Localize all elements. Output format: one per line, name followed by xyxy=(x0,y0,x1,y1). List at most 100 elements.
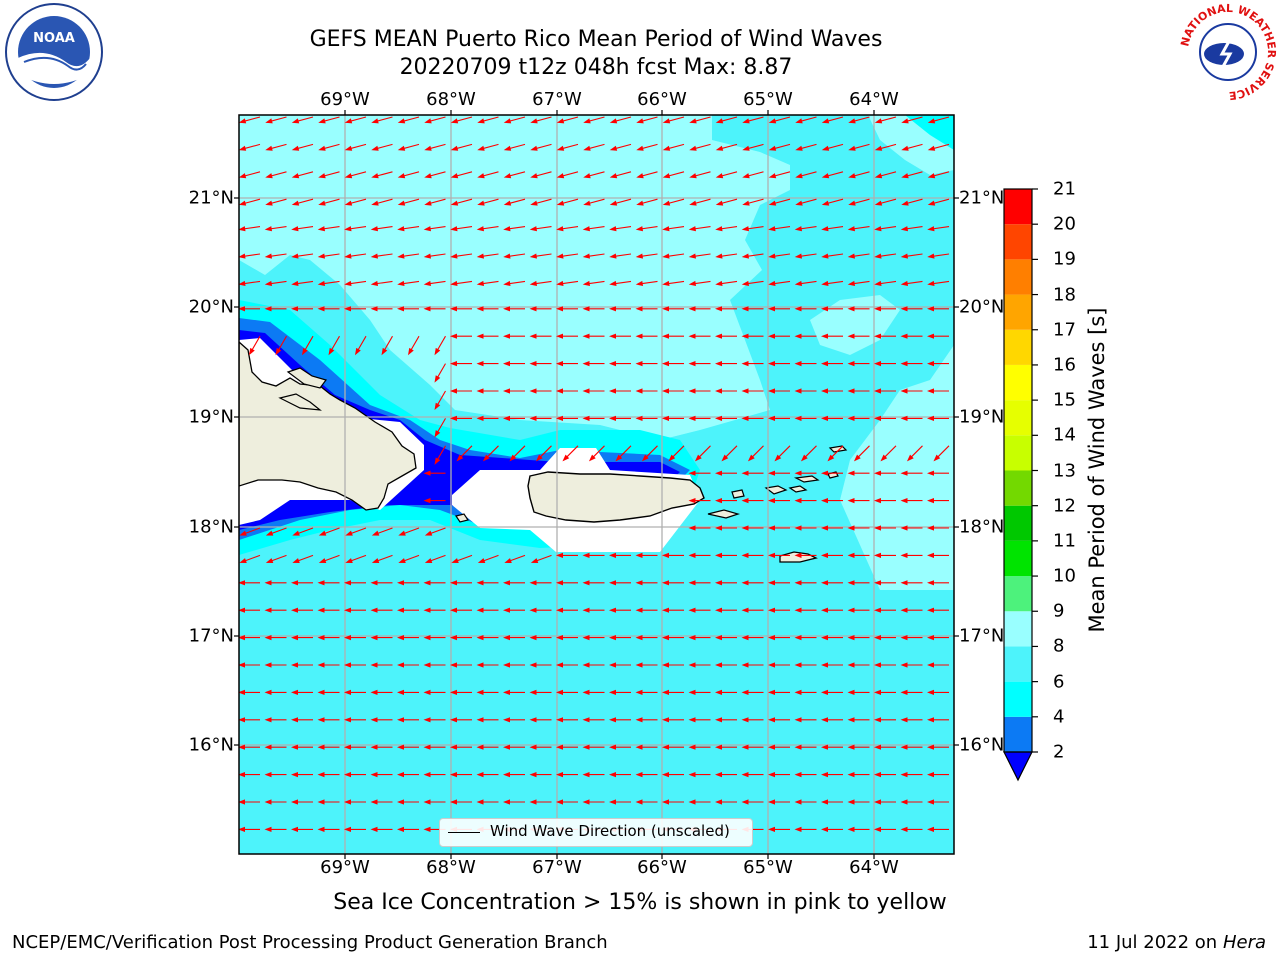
wind-direction-arrow xyxy=(715,717,737,723)
wind-direction-arrow xyxy=(317,226,340,232)
colorbar-segment xyxy=(1004,400,1032,436)
map-title: GEFS MEAN Puerto Rico Mean Period of Win… xyxy=(309,27,883,52)
wind-direction-arrow xyxy=(768,388,790,394)
wind-direction-arrow xyxy=(689,198,711,206)
wind-direction-arrow xyxy=(847,280,870,287)
wind-direction-arrow xyxy=(821,470,843,476)
colorbar-tick-label: 8 xyxy=(1053,635,1065,657)
sea-ice-note: Sea Ice Concentration > 15% is shown in … xyxy=(333,890,947,915)
wind-direction-arrow xyxy=(556,635,578,641)
wind-direction-arrow xyxy=(609,253,632,259)
wind-direction-arrow xyxy=(900,772,923,778)
wind-direction-arrow xyxy=(582,662,605,668)
wind-direction-arrow xyxy=(371,527,393,536)
wind-direction-arrow xyxy=(715,552,737,558)
wind-direction-arrow xyxy=(291,306,313,312)
wind-direction-arrow xyxy=(317,253,340,259)
wind-direction-arrow xyxy=(688,717,711,723)
colorbar-tick-label: 6 xyxy=(1053,671,1065,693)
wind-direction-arrow xyxy=(768,198,791,206)
wind-direction-arrow xyxy=(741,226,764,232)
wind-direction-arrow xyxy=(900,744,923,750)
wind-direction-arrow xyxy=(408,335,420,356)
wind-direction-arrow xyxy=(768,525,790,531)
wind-direction-arrow xyxy=(689,116,711,124)
wind-direction-arrow xyxy=(556,306,578,312)
wind-direction-arrow xyxy=(747,445,764,462)
wind-direction-arrow xyxy=(715,525,737,531)
wind-direction-arrow xyxy=(239,226,261,232)
wind-direction-arrow xyxy=(582,717,605,723)
wind-direction-arrow xyxy=(423,744,446,750)
wind-direction-arrow xyxy=(291,143,314,151)
wind-direction-arrow xyxy=(317,799,340,805)
wind-direction-arrow xyxy=(503,635,525,641)
wind-direction-arrow xyxy=(635,689,658,695)
wind-direction-arrow xyxy=(318,527,340,536)
wind-direction-arrow xyxy=(741,253,764,259)
wind-direction-arrow xyxy=(239,717,260,723)
wind-direction-arrow xyxy=(874,361,896,367)
land-tortola xyxy=(793,475,820,483)
wind-direction-arrow xyxy=(662,717,684,723)
wind-direction-arrow xyxy=(821,607,843,613)
wind-direction-arrow xyxy=(291,253,314,259)
wind-direction-arrow xyxy=(423,306,446,312)
wind-direction-arrow xyxy=(847,635,870,641)
wind-direction-arrow xyxy=(900,717,923,723)
colorbar-tick-label: 4 xyxy=(1053,706,1065,728)
wind-direction-arrow xyxy=(530,116,552,124)
colorbar-tick-label: 15 xyxy=(1053,389,1076,411)
wind-direction-arrow xyxy=(901,171,923,179)
wind-direction-arrow xyxy=(900,333,923,339)
wind-direction-arrow xyxy=(344,198,367,206)
wind-direction-arrow xyxy=(476,744,499,750)
wind-direction-arrow xyxy=(821,826,843,832)
wind-direction-arrow xyxy=(715,470,737,476)
wind-direction-arrow xyxy=(927,333,949,339)
wind-direction-arrow xyxy=(317,635,340,641)
wind-direction-arrow xyxy=(344,306,366,312)
wind-direction-arrow xyxy=(689,171,711,179)
wind-direction-arrow xyxy=(424,554,446,563)
wind-direction-arrow xyxy=(794,689,817,695)
wind-direction-arrow xyxy=(397,689,419,695)
wind-direction-arrow xyxy=(794,470,817,476)
wind-direction-arrow xyxy=(371,171,393,179)
wind-direction-arrow xyxy=(370,799,393,805)
wind-direction-arrow xyxy=(265,116,287,124)
wind-direction-arrow xyxy=(900,415,923,421)
wind-direction-arrow xyxy=(847,607,870,613)
wind-direction-arrow xyxy=(264,580,287,586)
colorbar-segment xyxy=(1004,364,1032,401)
wind-direction-arrow xyxy=(900,662,923,668)
wind-direction-arrow xyxy=(821,552,843,558)
wind-direction-arrow xyxy=(927,226,950,232)
wind-direction-arrow xyxy=(264,662,287,668)
colorbar-segment xyxy=(1004,540,1032,577)
wind-direction-arrow xyxy=(900,470,923,476)
wind-direction-arrow xyxy=(795,143,817,151)
wind-direction-arrow xyxy=(477,554,499,563)
wind-direction-arrow xyxy=(397,198,420,206)
wind-direction-arrow xyxy=(927,607,949,613)
wind-direction-arrow xyxy=(794,744,817,750)
wind-direction-arrow xyxy=(582,772,605,778)
wind-direction-arrow xyxy=(530,554,552,563)
wind-direction-arrow xyxy=(721,445,738,462)
wind-direction-arrow xyxy=(291,607,313,613)
wind-direction-arrow xyxy=(847,717,870,723)
wind-direction-arrow xyxy=(741,662,764,668)
wind-direction-arrow xyxy=(275,335,287,356)
wind-direction-arrow xyxy=(397,717,419,723)
colorbar-tick-label: 9 xyxy=(1053,600,1065,622)
wind-direction-arrow xyxy=(582,415,605,421)
wind-direction-arrow xyxy=(423,689,446,695)
wind-direction-arrow xyxy=(556,361,578,367)
wind-direction-arrow xyxy=(847,498,870,504)
colorbar-segment xyxy=(1004,329,1032,365)
wind-direction-arrow xyxy=(900,635,923,641)
wind-direction-arrow xyxy=(741,689,764,695)
wind-direction-arrow xyxy=(344,580,366,586)
wind-direction-arrow xyxy=(874,580,896,586)
